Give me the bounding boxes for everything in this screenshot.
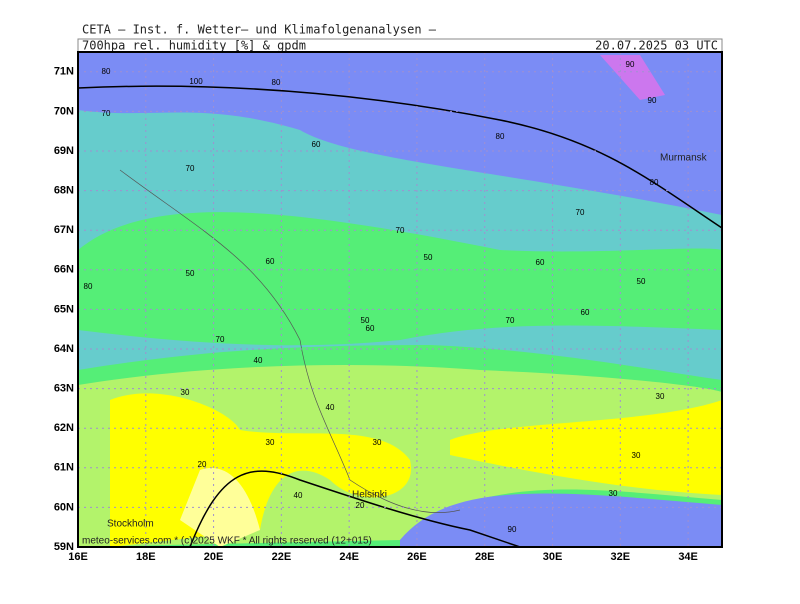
contour-label: 70 [576,208,585,217]
contour-label: 90 [508,525,517,534]
date: 20.07.2025 03 UTC [595,39,718,53]
contour-label: 20 [198,460,207,469]
contour-label: 50 [637,277,646,286]
y-tick-label: 62N [54,422,74,434]
contour-label: 80 [84,282,93,291]
contour-label: 80 [272,78,281,87]
contour-label: 40 [294,491,303,500]
contour-label: 30 [632,451,641,460]
contour-label: 60 [536,258,545,267]
contour-label: 20 [356,501,365,510]
contour-label: 80 [650,178,659,187]
band [78,212,722,346]
x-tick-label: 28E [475,551,495,563]
contour-label: 40 [326,403,335,412]
place-label: Stockholm [107,519,154,530]
x-tick-label: 32E [611,551,631,563]
x-tick-label: 26E [407,551,427,563]
x-tick-label: 34E [678,551,698,563]
x-tick-label: 24E [339,551,359,563]
y-tick-label: 61N [54,462,74,474]
contour-label: 60 [581,308,590,317]
map-frame [77,51,723,548]
y-tick-label: 71N [54,66,74,78]
y-tick-label: 70N [54,105,74,117]
contour-label: 70 [186,164,195,173]
band [180,468,260,547]
place-label: Murmansk [660,153,708,164]
contour-label: 70 [506,316,515,325]
contour-label: 60 [266,257,275,266]
contour-label: 80 [102,67,111,76]
x-tick-label: 20E [204,551,224,563]
y-tick-label: 60N [54,501,74,513]
footer: meteo-services.com * (c)2025 WKF * All r… [82,536,372,547]
contour-label: 40 [254,356,263,365]
geopotential-line [189,470,521,547]
contour-label: 30 [609,489,618,498]
contour-label: 50 [186,269,195,278]
x-tick-label: 16E [68,551,88,563]
contour-label: 50 [361,316,370,325]
contour-label: 30 [181,388,190,397]
contour-label: 30 [373,438,382,447]
contour-label: 80 [496,132,505,141]
x-tick-label: 30E [543,551,563,563]
coastline [119,169,461,513]
field-name: 700hpa_rel._humidity_[%]_&_gpdm [82,39,306,53]
y-tick-label: 65N [54,303,74,315]
contour-label: 30 [266,438,275,447]
contour-label: 90 [626,60,635,69]
contour-label: 70 [216,335,225,344]
header-title: CETA — Inst. f. Wetter— und Klimafolgena… [82,23,437,37]
x-tick-label: 18E [136,551,156,563]
contour-label: 70 [102,109,111,118]
y-tick-label: 59N [54,541,74,553]
contour-label: 30 [656,392,665,401]
contour-label: 50 [424,253,433,262]
x-tick-label: 22E [272,551,292,563]
y-tick-label: 67N [54,224,74,236]
contour-label: 60 [312,140,321,149]
y-tick-label: 68N [54,185,74,197]
band [600,55,665,100]
contour-label: 90 [648,96,657,105]
y-tick-label: 64N [54,343,74,355]
y-tick-label: 66N [54,264,74,276]
y-tick-label: 63N [54,383,74,395]
geopotential-line [78,85,722,229]
y-tick-label: 69N [54,145,74,157]
contour-label: 60 [366,324,375,333]
contour-label: 70 [396,226,405,235]
band [450,400,722,495]
place-label: Helsinki [352,490,387,501]
contour-label: 100 [189,77,203,86]
